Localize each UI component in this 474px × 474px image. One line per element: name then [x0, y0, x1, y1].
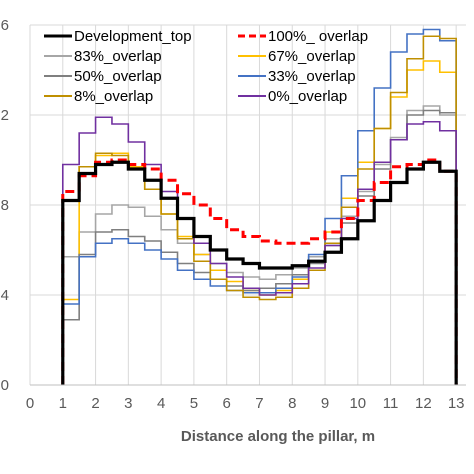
- legend-label-7: 0%_overlap: [268, 88, 347, 105]
- legend-label-1: 100%_ overlap: [268, 28, 368, 45]
- legend-item-5: 33%_overlap: [238, 68, 356, 85]
- x-tick-label-6: 6: [223, 395, 231, 412]
- series-line-6: [61, 35, 457, 385]
- legend-label-2: 83%_overlap: [74, 48, 162, 65]
- series-line-0: [61, 160, 458, 385]
- x-tick-label-5: 5: [190, 395, 198, 412]
- legend-item-6: 8%_overlap: [44, 88, 153, 105]
- legend-item-0: Development_top: [44, 28, 192, 45]
- x-axis-title: Distance along the pillar, m: [181, 428, 375, 445]
- legend-item-1: 100%_ overlap: [238, 28, 368, 45]
- x-tick-label-7: 7: [255, 395, 263, 412]
- legend-label-4: 50%_overlap: [74, 68, 162, 85]
- legend-item-3: 67%_overlap: [238, 48, 356, 65]
- legend-item-4: 50%_overlap: [44, 68, 162, 85]
- x-tick-label-12: 12: [415, 395, 432, 412]
- legend-item-2: 83%_overlap: [44, 48, 162, 65]
- y-tick-label-0: 0: [1, 377, 9, 394]
- series-line-7: [61, 116, 457, 385]
- x-tick-label-13: 13: [448, 395, 465, 412]
- legend: Development_top 100%_ overlap 83%_overlap 6…: [44, 28, 368, 105]
- y-tick-label-2: 8: [1, 197, 9, 214]
- series-line-1: [61, 158, 458, 385]
- x-tick-label-4: 4: [157, 395, 165, 412]
- x-tick-label-11: 11: [383, 395, 399, 412]
- legend-item-7: 0%_overlap: [238, 88, 347, 105]
- x-tick-label-1: 1: [59, 395, 67, 412]
- y-tick-labels: 0 4 8 12 16: [0, 17, 9, 394]
- x-tick-label-2: 2: [91, 395, 99, 412]
- legend-label-5: 33%_overlap: [268, 68, 356, 85]
- x-tick-label-0: 0: [26, 395, 34, 412]
- y-tick-label-1: 4: [1, 287, 9, 304]
- x-tick-label-3: 3: [124, 395, 132, 412]
- legend-label-6: 8%_overlap: [74, 88, 153, 105]
- x-tick-label-8: 8: [288, 395, 296, 412]
- series-layer: [61, 28, 458, 385]
- legend-label-3: 67%_overlap: [268, 48, 356, 65]
- legend-label-0: Development_top: [74, 28, 192, 45]
- y-tick-label-3: 12: [0, 107, 9, 124]
- y-tick-label-4: 16: [0, 17, 9, 34]
- x-tick-label-10: 10: [349, 395, 366, 412]
- x-tick-label-9: 9: [321, 395, 329, 412]
- x-tick-labels: 0 1 2 3 4 5 6 7 8 9 10 11 12 13: [26, 395, 465, 412]
